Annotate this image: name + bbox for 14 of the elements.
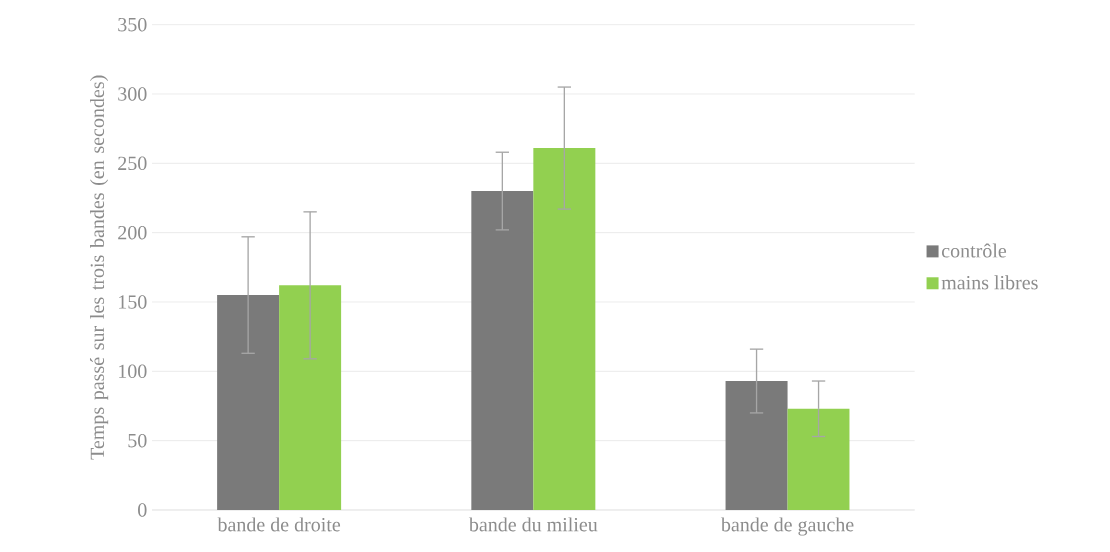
y-tick-label: 100 (119, 364, 147, 379)
y-axis-title: Temps passé sur les trois bandes (en secondes) (89, 75, 109, 460)
x-tick-label: bande du milieu (468, 517, 598, 532)
legend-label: contrôle (941, 243, 1007, 258)
x-tick-label: bande de droite (217, 517, 341, 532)
y-tick-label: 250 (118, 156, 147, 171)
y-tick-label: 350 (118, 17, 147, 32)
y-tick-label: 0 (138, 503, 147, 517)
y-tick-label: 150 (119, 295, 147, 309)
y-tick-label: 300 (118, 87, 147, 101)
y-tick-label: 200 (118, 225, 147, 240)
y-tick-label: 50 (128, 433, 147, 448)
x-tick-label: bande de gauche (720, 517, 854, 536)
legend-label: mains libres (941, 275, 1038, 290)
